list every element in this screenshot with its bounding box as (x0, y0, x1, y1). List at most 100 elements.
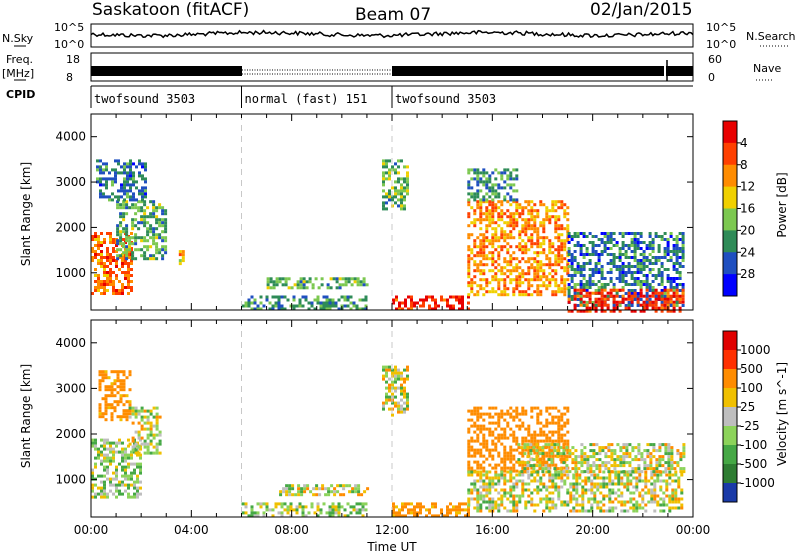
echo-cell (488, 251, 492, 255)
echo-cell (657, 247, 661, 250)
echo-cell (488, 488, 492, 492)
echo-cell (277, 307, 281, 311)
echo-cell (506, 200, 510, 204)
echo-cell (563, 242, 567, 246)
echo-cell (125, 412, 129, 416)
echo-cell (137, 221, 141, 225)
echo-cell (551, 482, 555, 486)
echo-cell (542, 269, 546, 273)
echo-cell (548, 479, 552, 483)
echo-cell (606, 295, 610, 298)
echo-cell (615, 300, 619, 304)
echo-cell (143, 421, 147, 425)
echo-cell (542, 263, 546, 267)
echo-cell (607, 449, 611, 453)
echo-cell (398, 307, 401, 311)
echo-cell (515, 473, 519, 477)
echo-cell (630, 304, 634, 307)
echo-cell (130, 471, 133, 475)
echo-cell (115, 259, 118, 262)
echo-cell (567, 235, 571, 238)
echo-cell (563, 424, 567, 428)
echo-cell (682, 443, 686, 447)
echo-cell (647, 500, 651, 504)
echo-cell (106, 271, 109, 274)
echo-cell (91, 438, 94, 442)
echo-cell (335, 286, 339, 290)
echo-cell (482, 436, 486, 440)
echo-cell (515, 442, 519, 446)
echo-cell (304, 505, 308, 509)
echo-cell (633, 291, 637, 295)
echo-cell (612, 265, 616, 268)
echo-cell (400, 383, 403, 387)
echo-cell (488, 470, 492, 474)
echo-cell (666, 250, 670, 253)
echo-cell (265, 295, 269, 299)
echo-cell (123, 198, 126, 202)
echo-cell (618, 280, 622, 283)
echo-cell (624, 304, 628, 307)
echo-cell (464, 502, 467, 506)
echo-cell (515, 287, 519, 291)
echo-cell (527, 284, 531, 288)
echo-cell (158, 233, 162, 237)
echo-cell (509, 509, 513, 513)
echo-cell (104, 370, 108, 374)
echo-cell (539, 224, 543, 228)
echo-cell (126, 195, 129, 199)
echo-cell (134, 412, 138, 416)
echo-cell (530, 227, 534, 231)
echo-cell (277, 511, 281, 515)
echo-cell (602, 503, 606, 507)
echo-cell (101, 376, 105, 380)
echo-cell (467, 497, 471, 501)
echo-cell (467, 514, 470, 518)
echo-cell (288, 493, 292, 497)
echo-cell (361, 505, 365, 509)
echo-cell (126, 171, 129, 175)
echo-cell (440, 511, 443, 515)
echo-cell (247, 298, 251, 302)
echo-cell (97, 259, 100, 262)
echo-cell (479, 412, 483, 416)
echo-cell (476, 509, 480, 513)
echo-cell (403, 380, 406, 384)
echo-cell (392, 505, 395, 509)
echo-cell (621, 268, 625, 271)
echo-cell (542, 457, 546, 461)
echo-cell (122, 230, 126, 234)
echo-cell (404, 301, 407, 305)
echo-cell (536, 406, 540, 410)
echo-cell (669, 309, 673, 313)
echo-cell (140, 406, 144, 410)
echo-cell (557, 424, 561, 428)
echo-cell (563, 290, 567, 294)
echo-cell (91, 250, 94, 253)
echo-cell (536, 439, 540, 443)
echo-cell (554, 254, 558, 258)
echo-cell (111, 180, 114, 184)
echo-cell (388, 386, 391, 390)
echo-cell (485, 281, 489, 285)
echo-cell (672, 268, 676, 271)
echo-cell (548, 266, 552, 270)
echo-cell (665, 485, 669, 489)
echo-cell (548, 412, 552, 416)
echo-cell (470, 497, 474, 501)
echo-cell (573, 244, 577, 247)
echo-cell (406, 401, 409, 405)
echo-cell (485, 254, 489, 258)
echo-cell (506, 457, 510, 461)
echo-cell (603, 294, 607, 298)
echo-cell (343, 295, 347, 299)
echo-cell (101, 412, 105, 416)
echo-cell (131, 203, 135, 207)
echo-cell (542, 230, 546, 234)
echo-cell (576, 304, 580, 307)
echo-cell (119, 418, 123, 422)
echo-cell (470, 448, 474, 452)
echo-cell (542, 284, 546, 288)
echo-cell (641, 494, 645, 498)
echo-cell (612, 262, 616, 265)
